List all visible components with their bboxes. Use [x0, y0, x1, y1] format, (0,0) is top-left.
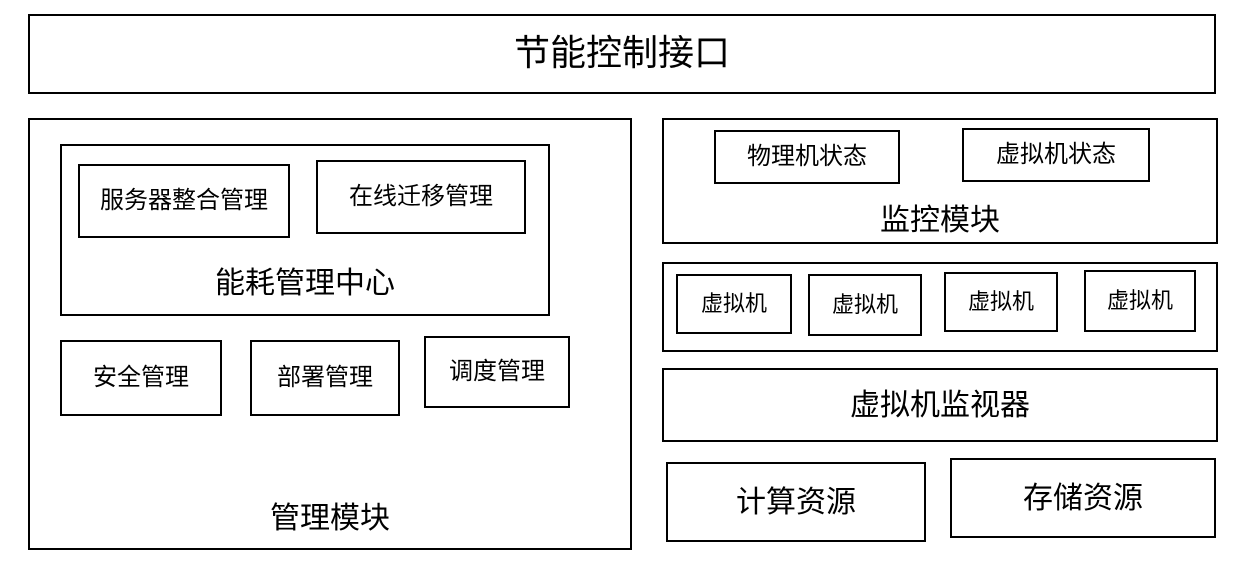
vm-2: 虚拟机 — [944, 272, 1058, 332]
resource-1: 存储资源 — [950, 458, 1216, 538]
monitor-item-1: 虚拟机状态 — [962, 128, 1150, 182]
monitor-title-text: 监控模块 — [880, 195, 1000, 239]
energy-item-0: 服务器整合管理 — [78, 164, 290, 238]
mgmt-item-1: 部署管理 — [250, 340, 400, 416]
mgmt-item-0-text: 安全管理 — [93, 365, 189, 391]
energy-item-1: 在线迁移管理 — [316, 160, 526, 234]
resource-1-text: 存储资源 — [1023, 482, 1143, 515]
monitor-item-0: 物理机状态 — [714, 130, 900, 184]
resource-0-text: 计算资源 — [736, 486, 856, 519]
vm-1: 虚拟机 — [808, 274, 922, 336]
monitor-item-0-text: 物理机状态 — [747, 144, 867, 170]
mgmt-item-2: 调度管理 — [424, 336, 570, 408]
diagram-canvas: 节能控制接口 管理模块 能耗管理中心 服务器整合管理 在线迁移管理 安全管理 部… — [0, 0, 1240, 574]
energy-item-0-text: 服务器整合管理 — [100, 188, 268, 214]
left-title: 管理模块 — [28, 490, 632, 540]
vm-1-text: 虚拟机 — [832, 293, 898, 317]
mgmt-item-0: 安全管理 — [60, 340, 222, 416]
vm-3: 虚拟机 — [1084, 270, 1196, 332]
vm-3-text: 虚拟机 — [1107, 289, 1173, 313]
vm-0: 虚拟机 — [676, 274, 792, 334]
top-title-box: 节能控制接口 — [28, 14, 1216, 94]
vm-0-text: 虚拟机 — [701, 292, 767, 316]
left-title-text: 管理模块 — [270, 493, 390, 537]
hypervisor-text: 虚拟机监视器 — [850, 389, 1030, 422]
mgmt-item-2-text: 调度管理 — [449, 359, 545, 385]
resource-0: 计算资源 — [666, 462, 926, 542]
hypervisor-box: 虚拟机监视器 — [662, 368, 1218, 442]
monitor-item-1-text: 虚拟机状态 — [996, 142, 1116, 168]
top-title-text: 节能控制接口 — [514, 34, 730, 74]
energy-item-1-text: 在线迁移管理 — [349, 184, 493, 210]
vm-2-text: 虚拟机 — [968, 290, 1034, 314]
energy-center-title-text: 能耗管理中心 — [215, 258, 395, 302]
mgmt-item-1-text: 部署管理 — [277, 365, 373, 391]
monitor-title: 监控模块 — [662, 194, 1218, 240]
energy-center-title: 能耗管理中心 — [60, 254, 550, 306]
